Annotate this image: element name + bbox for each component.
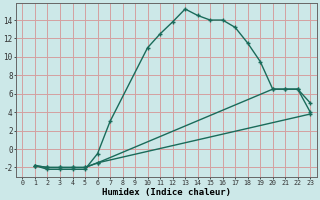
X-axis label: Humidex (Indice chaleur): Humidex (Indice chaleur) — [102, 188, 231, 197]
